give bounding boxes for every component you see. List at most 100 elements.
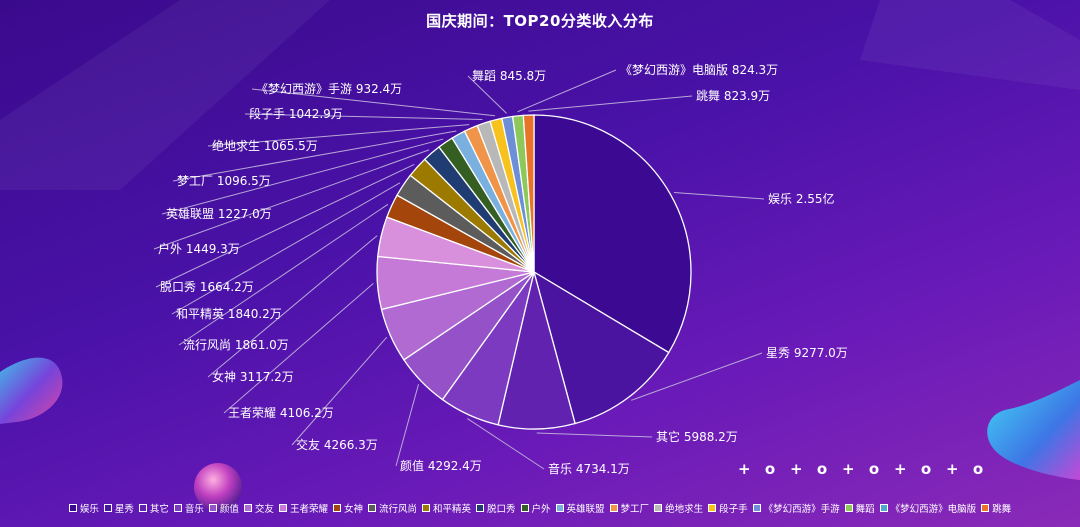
legend-swatch (103, 504, 112, 512)
legend-swatch (520, 504, 529, 512)
legend-item[interactable]: 女神 (332, 501, 363, 515)
slice-label: 其它 5988.2万 (656, 429, 738, 444)
slice-label: 音乐 4734.1万 (548, 461, 630, 476)
chart-title: 国庆期间：TOP20分类收入分布 (426, 12, 654, 30)
legend-item[interactable]: 英雄联盟 (555, 501, 605, 515)
legend-item[interactable]: 舞蹈 (844, 501, 875, 515)
legend-label: 音乐 (184, 504, 204, 515)
legend-item[interactable]: 娱乐 (68, 501, 99, 515)
legend-item[interactable]: 《梦幻西游》电脑版 (879, 501, 977, 515)
legend: 娱乐 星秀 其它 音乐 颜值 交友 王者荣耀 女神 流行风尚 和平精英 脱口秀 户外 英雄联盟 梦工厂 绝地… (0, 499, 1080, 517)
legend-item[interactable]: 交友 (243, 501, 274, 515)
slice-label: 段子手 1042.9万 (249, 106, 343, 121)
plus-mark: + (946, 460, 959, 478)
pie-slice (532, 270, 670, 425)
slice-label: 娱乐 2.55亿 (768, 191, 835, 206)
circle-mark: o (764, 460, 776, 478)
legend-item[interactable]: 脱口秀 (476, 501, 516, 515)
leader-line (178, 203, 389, 346)
circle-mark: o (816, 460, 828, 478)
leader-line (223, 282, 374, 414)
circle-mark: o (868, 460, 880, 478)
legend-swatch (981, 504, 990, 512)
pie-slice (533, 114, 692, 354)
legend-label: 王者荣耀 (289, 504, 328, 515)
legend-item[interactable]: 《梦幻西游》手游 (752, 501, 840, 515)
circle-mark: o (920, 460, 932, 478)
legend-label: 娱乐 (79, 504, 99, 515)
legend-swatch (844, 504, 853, 512)
stripe-shape (0, 0, 330, 190)
pie-slice (522, 114, 535, 273)
slice-label: 舞蹈 845.8万 (472, 69, 546, 83)
legend-label: 女神 (343, 504, 363, 515)
legend-item[interactable]: 段子手 (708, 501, 748, 515)
legend-item[interactable]: 梦工厂 (609, 501, 650, 515)
leader-line (528, 95, 693, 112)
leader-line (172, 130, 457, 182)
legend-item[interactable]: 绝地求生 (654, 501, 703, 515)
legend-item[interactable]: 户外 (520, 501, 551, 515)
legend-swatch (367, 504, 376, 512)
leader-line (155, 163, 415, 288)
slice-label: 绝地求生 1065.5万 (212, 138, 318, 153)
legend-item[interactable]: 其它 (138, 501, 169, 515)
leader-line (291, 336, 388, 446)
leader-line (467, 418, 545, 470)
stripe-shape (860, 0, 1080, 90)
legend-item[interactable]: 王者荣耀 (278, 501, 328, 515)
legend-swatch (173, 504, 182, 512)
legend-item[interactable]: 音乐 (173, 501, 204, 515)
plus-mark: + (738, 460, 751, 478)
legend-swatch (138, 504, 147, 512)
plus-mark: + (894, 460, 907, 478)
legend-item[interactable]: 星秀 (103, 501, 134, 515)
pie-slices (376, 114, 692, 430)
plus-mark: + (790, 460, 803, 478)
leader-line (244, 113, 483, 121)
legend-swatch (421, 504, 430, 512)
leader-line (673, 192, 765, 200)
slice-label: 和平精英 1840.2万 (176, 307, 282, 321)
legend-swatch (609, 504, 618, 512)
leader-line (517, 69, 617, 113)
leader-line (251, 88, 496, 117)
legend-label: 和平精英 (432, 504, 471, 515)
legend-item[interactable]: 流行风尚 (367, 501, 417, 515)
left-blob-shape (0, 357, 63, 424)
legend-label: 《梦幻西游》电脑版 (890, 504, 977, 515)
legend-item[interactable]: 跳舞 (981, 501, 1011, 515)
legend-item[interactable]: 颜值 (208, 501, 239, 515)
legend-swatch (752, 504, 761, 512)
slice-label: 《梦幻西游》手游 932.4万 (256, 82, 402, 96)
plus-mark: + (842, 460, 855, 478)
legend-swatch (555, 504, 564, 512)
legend-item[interactable]: 和平精英 (421, 501, 471, 515)
slice-label: 流行风尚 1861.0万 (183, 338, 289, 352)
legend-swatch (243, 504, 252, 512)
legend-swatch (68, 504, 77, 512)
legend-label: 流行风尚 (378, 504, 417, 515)
leader-line (153, 149, 430, 250)
slice-label: 女神 3117.2万 (212, 369, 294, 384)
leader-line (631, 352, 763, 401)
legend-swatch (708, 504, 717, 512)
legend-label: 其它 (149, 504, 169, 515)
leader-line (536, 432, 653, 438)
leader-lines (153, 69, 765, 470)
legend-label: 梦工厂 (620, 504, 650, 515)
slice-label: 交友 4266.3万 (296, 437, 378, 452)
legend-swatch (476, 504, 484, 512)
legend-label: 星秀 (114, 504, 134, 515)
slice-label: 王者荣耀 4106.2万 (228, 406, 334, 420)
slice-label: 颜值 4292.4万 (400, 458, 482, 473)
legend-swatch (332, 504, 341, 512)
slice-label: 跳舞 823.9万 (696, 89, 770, 103)
legend-label: 英雄联盟 (566, 504, 605, 515)
legend-label: 《梦幻西游》手游 (763, 504, 840, 515)
slice-label: 梦工厂 1096.5万 (177, 174, 271, 188)
leader-line (161, 138, 444, 215)
